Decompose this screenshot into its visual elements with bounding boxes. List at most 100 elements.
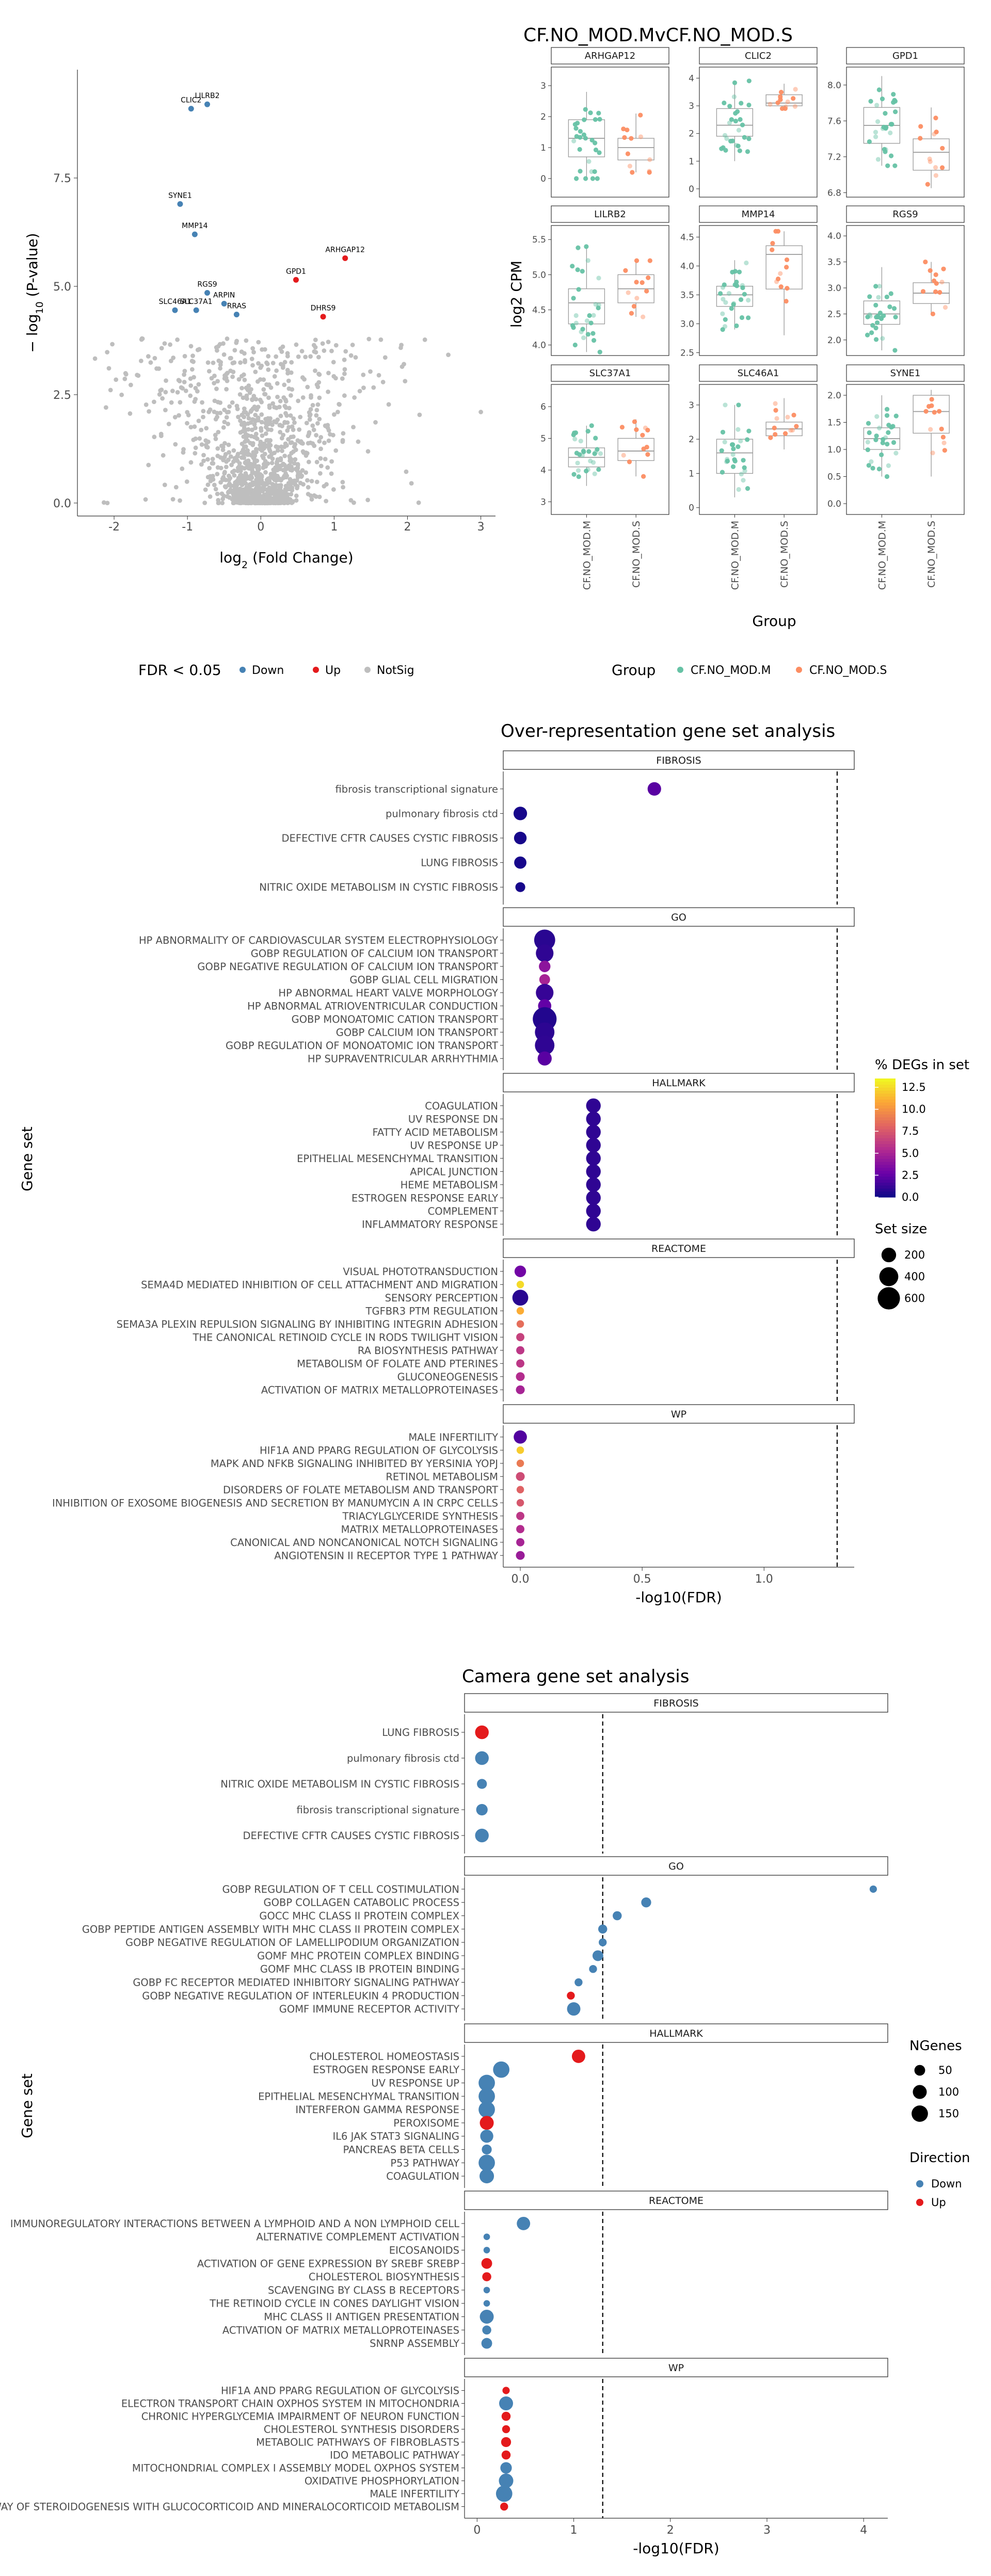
volcano-point-notsig: [281, 395, 286, 400]
volcano-point-notsig: [317, 395, 322, 400]
volcano-point-notsig: [101, 500, 106, 505]
boxplot-point: [893, 314, 898, 320]
boxplot-point: [770, 247, 775, 252]
volcano-point-notsig: [188, 376, 193, 381]
ora-gene-set-label: TGFBR3 PTM REGULATION: [365, 1305, 498, 1317]
volcano-point-notsig: [216, 344, 221, 349]
boxplot-legend-key: [677, 667, 683, 673]
volcano-point-notsig: [293, 457, 298, 462]
ora-colorbar-segment: [875, 1135, 896, 1138]
boxplot-point: [571, 296, 576, 301]
volcano-legend-title: FDR < 0.05: [138, 662, 221, 679]
boxplot-point: [575, 267, 580, 272]
boxplot-point: [634, 296, 640, 301]
cam-gene-set-label: METABOLIC PATHWAYS OF FIBROBLASTS: [256, 2437, 459, 2449]
volcano-point-notsig: [245, 495, 250, 501]
volcano-point-down: [191, 231, 198, 237]
boxplot-point: [746, 298, 751, 303]
ora-gene-set-label: CANONICAL AND NONCANONICAL NOTCH SIGNALI…: [230, 1537, 498, 1549]
boxplot-point: [885, 442, 890, 447]
ora-dot: [586, 1177, 601, 1192]
boxplot-point: [885, 163, 890, 168]
volcano-point-notsig: [243, 428, 248, 433]
volcano-point-notsig: [188, 460, 194, 465]
boxplot-point: [742, 292, 747, 297]
volcano-point-notsig: [303, 355, 308, 360]
boxplot-grid: CF.NO_MOD.MvCF.NO_MOD.SARHGAP120123CLIC2…: [508, 25, 965, 679]
volcano-point-notsig: [340, 439, 345, 444]
ora-dot: [586, 1138, 601, 1153]
volcano-point-notsig: [239, 385, 245, 391]
volcano-point-notsig: [404, 469, 409, 474]
volcano-point-notsig: [376, 373, 381, 378]
volcano-point-notsig: [227, 495, 232, 500]
volcano-gene-label: ARHGAP12: [325, 246, 365, 254]
volcano-point-notsig: [323, 424, 328, 428]
volcano-point-notsig: [343, 349, 348, 354]
cam-dot: [567, 2002, 581, 2016]
cam-dot: [483, 2287, 490, 2294]
boxplot-point: [782, 431, 788, 436]
ora-colorbar-tick-label: 10.0: [902, 1103, 926, 1116]
ora-strip: [503, 1404, 855, 1424]
ora-gene-set-label: MATRIX METALLOPROTEINASES: [341, 1523, 498, 1535]
volcano-point-notsig: [238, 473, 243, 478]
volcano-point-notsig: [341, 485, 346, 490]
volcano-point-notsig: [270, 456, 275, 461]
volcano-point-notsig: [205, 482, 211, 487]
volcano-point-notsig: [220, 476, 225, 481]
boxplot-point: [745, 437, 750, 442]
volcano-point-notsig: [306, 492, 311, 496]
volcano-point-notsig: [289, 466, 294, 471]
boxplot-y-tick-label: 3: [540, 81, 546, 91]
volcano-point-notsig: [241, 395, 246, 400]
volcano-point-notsig: [308, 354, 313, 359]
boxplot-point: [578, 128, 583, 134]
volcano-point-notsig: [244, 338, 249, 343]
volcano-point-notsig: [299, 349, 305, 353]
boxplot-point: [888, 291, 893, 296]
ora-gene-set-label: HP ABNORMAL HEART VALVE MORPHOLOGY: [278, 987, 498, 999]
volcano-point-notsig: [207, 465, 212, 471]
volcano-point-notsig: [282, 444, 287, 449]
volcano-gene-label: GPD1: [286, 267, 306, 276]
volcano-point-notsig: [182, 368, 187, 374]
volcano-point-notsig: [307, 417, 312, 422]
boxplot-point: [571, 472, 577, 477]
boxplot-point: [869, 459, 874, 464]
boxplot-panel-border: [551, 225, 669, 356]
boxplot-point: [598, 451, 603, 456]
volcano-point-notsig: [340, 479, 345, 485]
boxplot-point: [586, 449, 592, 454]
volcano-point-notsig: [298, 480, 303, 486]
cam-dot: [478, 2101, 495, 2118]
boxplot-y-tick-label: 1: [540, 143, 546, 153]
volcano-legend-key: [239, 667, 246, 673]
volcano-point-notsig: [227, 473, 231, 478]
volcano-point-notsig: [178, 498, 182, 503]
cam-dot: [475, 1725, 489, 1740]
boxplot-y-tick-label: 7.2: [827, 152, 841, 163]
boxplot-point: [773, 408, 778, 413]
volcano-point-notsig: [215, 446, 220, 451]
volcano-point-notsig: [305, 478, 310, 483]
ora-colorbar-segment: [875, 1123, 896, 1126]
boxplot-box: [913, 138, 950, 171]
volcano-point-notsig: [212, 409, 217, 414]
ora-gene-set-label: fibrosis transcriptional signature: [335, 783, 498, 795]
volcano-point-notsig: [350, 343, 355, 347]
volcano-point-notsig: [322, 348, 327, 353]
boxplot-point: [892, 348, 898, 353]
volcano-point-notsig: [257, 486, 262, 491]
volcano-point-notsig: [253, 431, 259, 437]
boxplot-x-tick-label: CF.NO_MOD.M: [729, 521, 741, 590]
boxplot-point: [646, 275, 651, 280]
ora-strip: [503, 907, 855, 927]
cam-gene-set-label: GOBP REGULATION OF T CELL COSTIMULATION: [222, 1883, 459, 1895]
cam-x-tick-label: 4: [860, 2524, 867, 2537]
boxplot-point: [733, 142, 739, 148]
volcano-point-notsig: [278, 413, 283, 418]
boxplot-point: [734, 279, 739, 285]
boxplot-point: [634, 258, 640, 263]
